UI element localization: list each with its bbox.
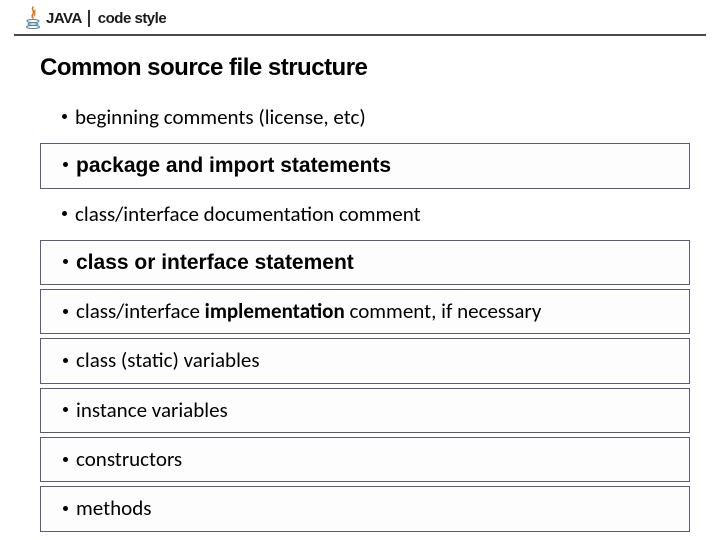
list-item: class or interface statement (40, 240, 690, 285)
bullet-icon (63, 457, 68, 462)
list-item: class/interface implementation comment, … (40, 289, 690, 334)
item-text: beginning comments (75, 104, 258, 130)
item-bold-text: implementation (205, 298, 345, 324)
list-item: beginning comments (license, etc) (40, 96, 690, 139)
item-text: comment, if necessary (345, 298, 542, 324)
list-item: class (static) variables (40, 338, 690, 383)
item-text: class (static) variables (76, 347, 260, 373)
list-item: constructors (40, 437, 690, 482)
bullet-icon (63, 162, 68, 167)
item-text: (license, etc) (258, 104, 365, 130)
item-bold-text: class or interface statement (76, 251, 354, 274)
bullet-icon (62, 211, 67, 216)
item-text: class/interface documentation comment (75, 201, 421, 227)
bullet-icon (62, 114, 67, 119)
bullet-icon (63, 506, 68, 511)
item-text: methods (76, 495, 152, 521)
list-item: methods (40, 486, 690, 531)
list-item: package and import statements (40, 143, 690, 188)
section-title: Common source file structure (40, 54, 720, 82)
slide-header: JAVA code style (14, 0, 706, 36)
bullet-icon (63, 259, 68, 264)
list-item: class/interface documentation comment (40, 193, 690, 236)
header-subtitle: code style (98, 10, 166, 27)
bullet-icon (63, 309, 68, 314)
item-text: constructors (76, 446, 182, 472)
bullet-icon (63, 358, 68, 363)
bullet-icon (63, 407, 68, 412)
header-title: JAVA (46, 10, 90, 27)
item-bold-text: package and import statements (76, 154, 391, 177)
item-text: instance variables (76, 397, 228, 423)
list-item: instance variables (40, 388, 690, 433)
structure-list: beginning comments (license, etc) package… (40, 96, 690, 532)
java-logo-icon (24, 6, 42, 30)
item-text: class/interface (76, 298, 205, 324)
